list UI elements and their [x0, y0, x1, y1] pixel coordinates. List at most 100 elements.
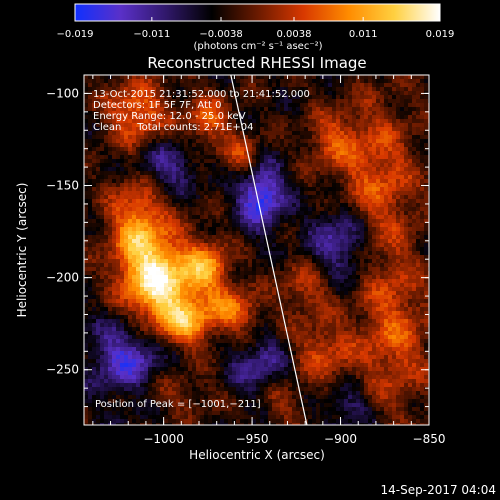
heatmap-cell — [112, 227, 117, 232]
heatmap-cell — [164, 95, 169, 100]
heatmap-cell — [136, 123, 141, 128]
heatmap-cell — [188, 215, 193, 220]
heatmap-cell — [380, 151, 385, 156]
heatmap-cell — [236, 251, 241, 256]
heatmap-cell — [292, 255, 297, 260]
heatmap-cell — [372, 179, 377, 184]
heatmap-cell — [324, 175, 329, 180]
heatmap-cell — [316, 203, 321, 208]
heatmap-cell — [280, 251, 285, 256]
heatmap-cell — [328, 223, 333, 228]
heatmap-cell — [320, 83, 325, 88]
heatmap-cell — [332, 279, 337, 284]
heatmap-cell — [308, 159, 313, 164]
heatmap-cell — [144, 163, 149, 168]
heatmap-cell — [368, 227, 373, 232]
heatmap-cell — [256, 171, 261, 176]
heatmap-cell — [180, 207, 185, 212]
heatmap-cell — [292, 267, 297, 272]
heatmap-cell — [148, 275, 153, 280]
heatmap-cell — [144, 243, 149, 248]
heatmap-cell — [84, 143, 89, 148]
heatmap-cell — [168, 295, 173, 300]
heatmap-cell — [212, 231, 217, 236]
heatmap-cell — [204, 151, 209, 156]
heatmap-cell — [188, 243, 193, 248]
heatmap-cell — [168, 231, 173, 236]
heatmap-cell — [196, 207, 201, 212]
heatmap-cell — [320, 131, 325, 136]
heatmap-cell — [416, 131, 421, 136]
heatmap-cell — [300, 295, 305, 300]
heatmap-cell — [104, 239, 109, 244]
heatmap-cell — [124, 103, 129, 108]
heatmap-cell — [228, 159, 233, 164]
heatmap-cell — [156, 91, 161, 96]
heatmap-cell — [328, 227, 333, 232]
heatmap-cell — [144, 303, 149, 308]
heatmap-cell — [108, 287, 113, 292]
heatmap-cell — [232, 107, 237, 112]
heatmap-cell — [316, 87, 321, 92]
heatmap-cell — [272, 131, 277, 136]
heatmap-cell — [184, 211, 189, 216]
heatmap-cell — [316, 155, 321, 160]
heatmap-cell — [304, 243, 309, 248]
heatmap-cell — [112, 251, 117, 256]
heatmap-cell — [108, 87, 113, 92]
heatmap-cell — [124, 75, 129, 80]
heatmap-cell — [408, 251, 413, 256]
heatmap-cell — [332, 111, 337, 116]
heatmap-cell — [224, 183, 229, 188]
heatmap-cell — [160, 131, 165, 136]
heatmap-cell — [296, 207, 301, 212]
heatmap-cell — [284, 115, 289, 120]
heatmap-cell — [376, 247, 381, 252]
heatmap-cell — [164, 107, 169, 112]
heatmap-cell — [96, 83, 101, 88]
heatmap-cell — [272, 263, 277, 268]
heatmap-cell — [220, 83, 225, 88]
heatmap-cell — [344, 147, 349, 152]
heatmap-cell — [132, 251, 137, 256]
heatmap-cell — [136, 223, 141, 228]
heatmap-cell — [100, 135, 105, 140]
heatmap-cell — [240, 151, 245, 156]
heatmap-cell — [156, 199, 161, 204]
heatmap-cell — [216, 115, 221, 120]
heatmap-cell — [96, 119, 101, 124]
heatmap-cell — [352, 215, 357, 220]
heatmap-cell — [100, 167, 105, 172]
heatmap-cell — [212, 235, 217, 240]
heatmap-cell — [228, 183, 233, 188]
heatmap-cell — [128, 267, 133, 272]
heatmap-cell — [176, 191, 181, 196]
heatmap-cell — [324, 235, 329, 240]
heatmap-cell — [180, 287, 185, 292]
heatmap-cell — [312, 95, 317, 100]
heatmap-cell — [320, 159, 325, 164]
heatmap-cell — [416, 195, 421, 200]
heatmap-cell — [88, 227, 93, 232]
heatmap-cell — [336, 235, 341, 240]
heatmap-cell — [252, 131, 257, 136]
heatmap-cell — [116, 263, 121, 268]
heatmap-cell — [308, 211, 313, 216]
heatmap-cell — [348, 139, 353, 144]
heatmap-cell — [156, 99, 161, 104]
heatmap-cell — [288, 155, 293, 160]
heatmap-cell — [416, 107, 421, 112]
heatmap-cell — [356, 219, 361, 224]
heatmap-cell — [120, 283, 125, 288]
heatmap-cell — [136, 283, 141, 288]
heatmap-cell — [292, 111, 297, 116]
heatmap-cell — [204, 155, 209, 160]
heatmap-cell — [240, 83, 245, 88]
heatmap-cell — [392, 87, 397, 92]
heatmap-cell — [308, 195, 313, 200]
heatmap-cell — [368, 299, 373, 304]
heatmap-cell — [240, 171, 245, 176]
heatmap-cell — [108, 115, 113, 120]
heatmap-cell — [356, 275, 361, 280]
heatmap-cell — [96, 135, 101, 140]
